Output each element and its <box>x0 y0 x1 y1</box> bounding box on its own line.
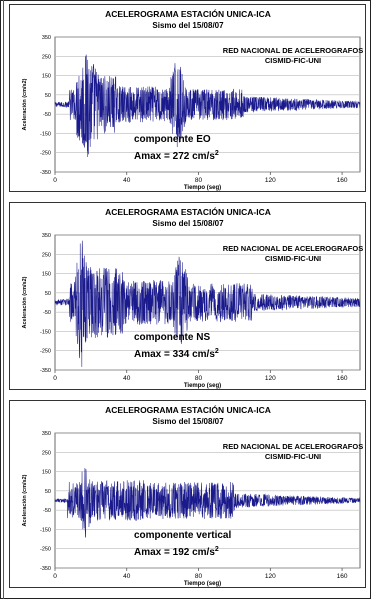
x-tick-label: 160 <box>337 375 348 382</box>
y-tick-label: -150 <box>40 131 51 137</box>
y-axis-label: Aceleración (cm/s2) <box>22 78 28 130</box>
x-tick-label: 160 <box>337 177 348 184</box>
component-label: componente NS <box>134 332 210 343</box>
chart-title: ACELEROGRAMA ESTACIÓN UNICA-ICA <box>105 404 271 415</box>
chart-subtitle: Sismo del 15/08/07 <box>152 417 224 426</box>
x-tick-label: 0 <box>53 375 57 382</box>
y-tick-label: 250 <box>42 252 51 258</box>
y-tick-label: 50 <box>45 93 51 99</box>
acceleration-series <box>54 468 361 538</box>
chart-subtitle: Sismo del 15/08/07 <box>152 219 224 228</box>
component-label: componente vertical <box>134 530 231 541</box>
y-tick-label: -150 <box>40 527 51 533</box>
y-tick-label: 250 <box>42 450 51 456</box>
x-axis-label: Tiempo (seg) <box>184 383 221 389</box>
institution-label: CISMID-FIC-UNI <box>265 56 321 65</box>
y-tick-label: -350 <box>40 368 51 374</box>
x-tick-label: 0 <box>53 573 57 580</box>
acceleration-series <box>54 240 361 367</box>
network-label: RED NACIONAL DE ACELEROGRAFOS <box>223 442 363 451</box>
institution-label: CISMID-FIC-UNI <box>265 452 321 461</box>
component-label: componente EO <box>134 134 211 145</box>
x-axis-label: Tiempo (seg) <box>184 185 221 191</box>
accelerogram-panel-vertical: ACELEROGRAMA ESTACIÓN UNICA-ICA Sismo de… <box>9 400 366 588</box>
x-axis-label: Tiempo (seg) <box>184 581 221 587</box>
y-tick-label: -250 <box>40 349 51 355</box>
y-tick-label: 350 <box>42 431 51 437</box>
chart-title: ACELEROGRAMA ESTACIÓN UNICA-ICA <box>105 8 271 19</box>
y-tick-label: -350 <box>40 170 51 176</box>
y-tick-label: -50 <box>43 112 51 118</box>
x-tick-label: 80 <box>195 573 203 580</box>
y-tick-label: -150 <box>40 329 51 335</box>
y-tick-label: -50 <box>43 508 51 514</box>
y-tick-label: -250 <box>40 151 51 157</box>
x-tick-label: 120 <box>265 573 276 580</box>
y-tick-label: 350 <box>42 35 51 41</box>
accelerogram-chart-eo: ACELEROGRAMA ESTACIÓN UNICA-ICA Sismo de… <box>22 8 363 191</box>
x-tick-label: 40 <box>123 177 131 184</box>
x-tick-label: 80 <box>195 375 203 382</box>
y-tick-label: 50 <box>45 291 51 297</box>
y-axis-label: Aceleración (cm/s2) <box>22 474 28 526</box>
y-tick-label: 150 <box>42 272 51 278</box>
x-tick-label: 120 <box>265 375 276 382</box>
y-tick-label: 150 <box>42 74 51 80</box>
x-tick-label: 120 <box>265 177 276 184</box>
y-tick-label: 250 <box>42 54 51 60</box>
accelerogram-chart-vertical: ACELEROGRAMA ESTACIÓN UNICA-ICA Sismo de… <box>22 404 363 587</box>
network-label: RED NACIONAL DE ACELEROGRAFOS <box>223 46 363 55</box>
x-tick-label: 40 <box>123 375 131 382</box>
chart-subtitle: Sismo del 15/08/07 <box>152 21 224 30</box>
x-tick-label: 40 <box>123 573 131 580</box>
y-tick-label: -250 <box>40 547 51 553</box>
y-tick-label: 50 <box>45 489 51 495</box>
y-axis-label: Aceleración (cm/s2) <box>22 276 28 328</box>
acceleration-series <box>54 54 361 157</box>
left-border-line <box>3 0 4 599</box>
y-tick-label: 350 <box>42 233 51 239</box>
y-tick-label: 150 <box>42 470 51 476</box>
x-tick-label: 160 <box>337 573 348 580</box>
network-label: RED NACIONAL DE ACELEROGRAFOS <box>223 244 363 253</box>
accelerogram-panel-eo: ACELEROGRAMA ESTACIÓN UNICA-ICA Sismo de… <box>9 4 366 192</box>
amax-label: Amax = 334 cm/s2 <box>134 348 219 360</box>
y-tick-label: -350 <box>40 566 51 572</box>
x-tick-label: 80 <box>195 177 203 184</box>
amax-label: Amax = 192 cm/s2 <box>134 546 219 558</box>
amax-label: Amax = 272 cm/s2 <box>134 150 219 162</box>
institution-label: CISMID-FIC-UNI <box>265 254 321 263</box>
x-tick-label: 0 <box>53 177 57 184</box>
accelerogram-chart-ns: ACELEROGRAMA ESTACIÓN UNICA-ICA Sismo de… <box>22 206 363 389</box>
accelerogram-panel-ns: ACELEROGRAMA ESTACIÓN UNICA-ICA Sismo de… <box>9 202 366 390</box>
chart-title: ACELEROGRAMA ESTACIÓN UNICA-ICA <box>105 206 271 217</box>
y-tick-label: -50 <box>43 310 51 316</box>
